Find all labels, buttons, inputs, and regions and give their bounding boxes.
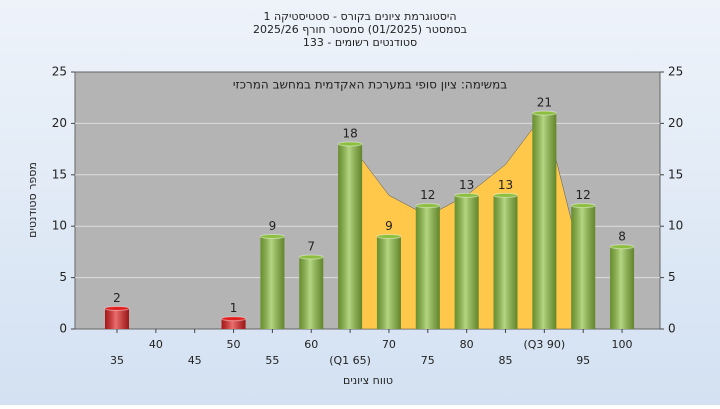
bar-cap <box>104 305 130 311</box>
x-tick-label: 55 <box>265 354 279 367</box>
bar-shine <box>105 308 129 329</box>
bar-shine <box>299 257 324 329</box>
data-label: 2 <box>113 291 121 305</box>
bar-shine <box>493 195 518 329</box>
bar-shine <box>532 113 557 330</box>
y2-tick-label: 5 <box>668 270 676 284</box>
y-tick-label: 10 <box>52 219 67 233</box>
bar-shine <box>221 318 246 329</box>
y-tick-label: 5 <box>59 270 67 284</box>
x-tick-label: 35 <box>110 354 124 367</box>
bar-cap <box>337 141 363 147</box>
y2-tick-label: 20 <box>668 116 683 130</box>
x-tick-label: 60 <box>304 338 318 351</box>
data-label: 13 <box>498 178 513 192</box>
data-label: 12 <box>576 188 591 202</box>
bar-cap <box>298 254 324 260</box>
x-tick-label: 70 <box>382 338 396 351</box>
y-axis-label: מספר סטודנטים <box>26 162 39 238</box>
y2-tick-label: 25 <box>668 65 683 79</box>
bar-cap <box>376 233 402 239</box>
x-tick-label: 40 <box>149 338 163 351</box>
data-label: 8 <box>618 229 626 243</box>
bar-cap <box>531 110 557 116</box>
data-label: 18 <box>342 126 357 140</box>
x-tick-label: 100 <box>612 338 633 351</box>
bar-shine <box>376 236 401 329</box>
bar-cap <box>609 244 635 250</box>
y-tick-label: 15 <box>52 167 67 181</box>
data-label: 12 <box>420 188 435 202</box>
data-label: 1 <box>230 301 238 315</box>
x-tick-label: 85 <box>499 354 513 367</box>
y-tick-label: 20 <box>52 116 67 130</box>
y2-tick-label: 10 <box>668 219 683 233</box>
data-label: 21 <box>537 96 552 110</box>
bar-shine <box>260 236 285 329</box>
subtitle: בסמסטר (01/2025) סמסטר חורף 2025/26 <box>253 23 467 36</box>
x-tick-label: (Q1 65) <box>329 354 371 367</box>
x-tick-label: 75 <box>421 354 435 367</box>
data-label: 9 <box>385 219 393 233</box>
x-tick-label: (Q3 90) <box>523 338 565 351</box>
y-tick-label: 0 <box>59 322 67 336</box>
bar-cap <box>415 203 441 209</box>
bar-cap <box>570 203 596 209</box>
y2-tick-label: 15 <box>668 167 683 181</box>
chart-title: היסטוגרמת ציונים בקורס - סטטיסטיקה 1 <box>263 10 456 23</box>
x-axis-label: טווח ציונים <box>343 374 393 387</box>
data-label: 13 <box>459 178 474 192</box>
bar-shine <box>610 246 635 329</box>
y2-tick-label: 0 <box>668 322 676 336</box>
x-tick-label: 80 <box>460 338 474 351</box>
data-label: 9 <box>269 219 277 233</box>
bar-cap <box>454 192 480 198</box>
x-tick-label: 95 <box>576 354 590 367</box>
x-tick-label: 45 <box>188 354 202 367</box>
bar-shine <box>571 205 596 329</box>
data-label: 7 <box>307 240 315 254</box>
bar-shine <box>338 143 363 329</box>
bar-cap <box>493 192 518 198</box>
annotation: במשימה: ציון סופי במערכת האקדמית במחשב ה… <box>233 78 507 92</box>
x-tick-label: 50 <box>227 338 241 351</box>
bar-cap <box>221 316 247 322</box>
bar-cap <box>259 233 285 239</box>
y-tick-label: 25 <box>52 65 67 79</box>
bar-shine <box>415 205 440 329</box>
subtitle: 133 - סטודנטים רשומים <box>303 36 417 49</box>
bar-shine <box>454 195 479 329</box>
